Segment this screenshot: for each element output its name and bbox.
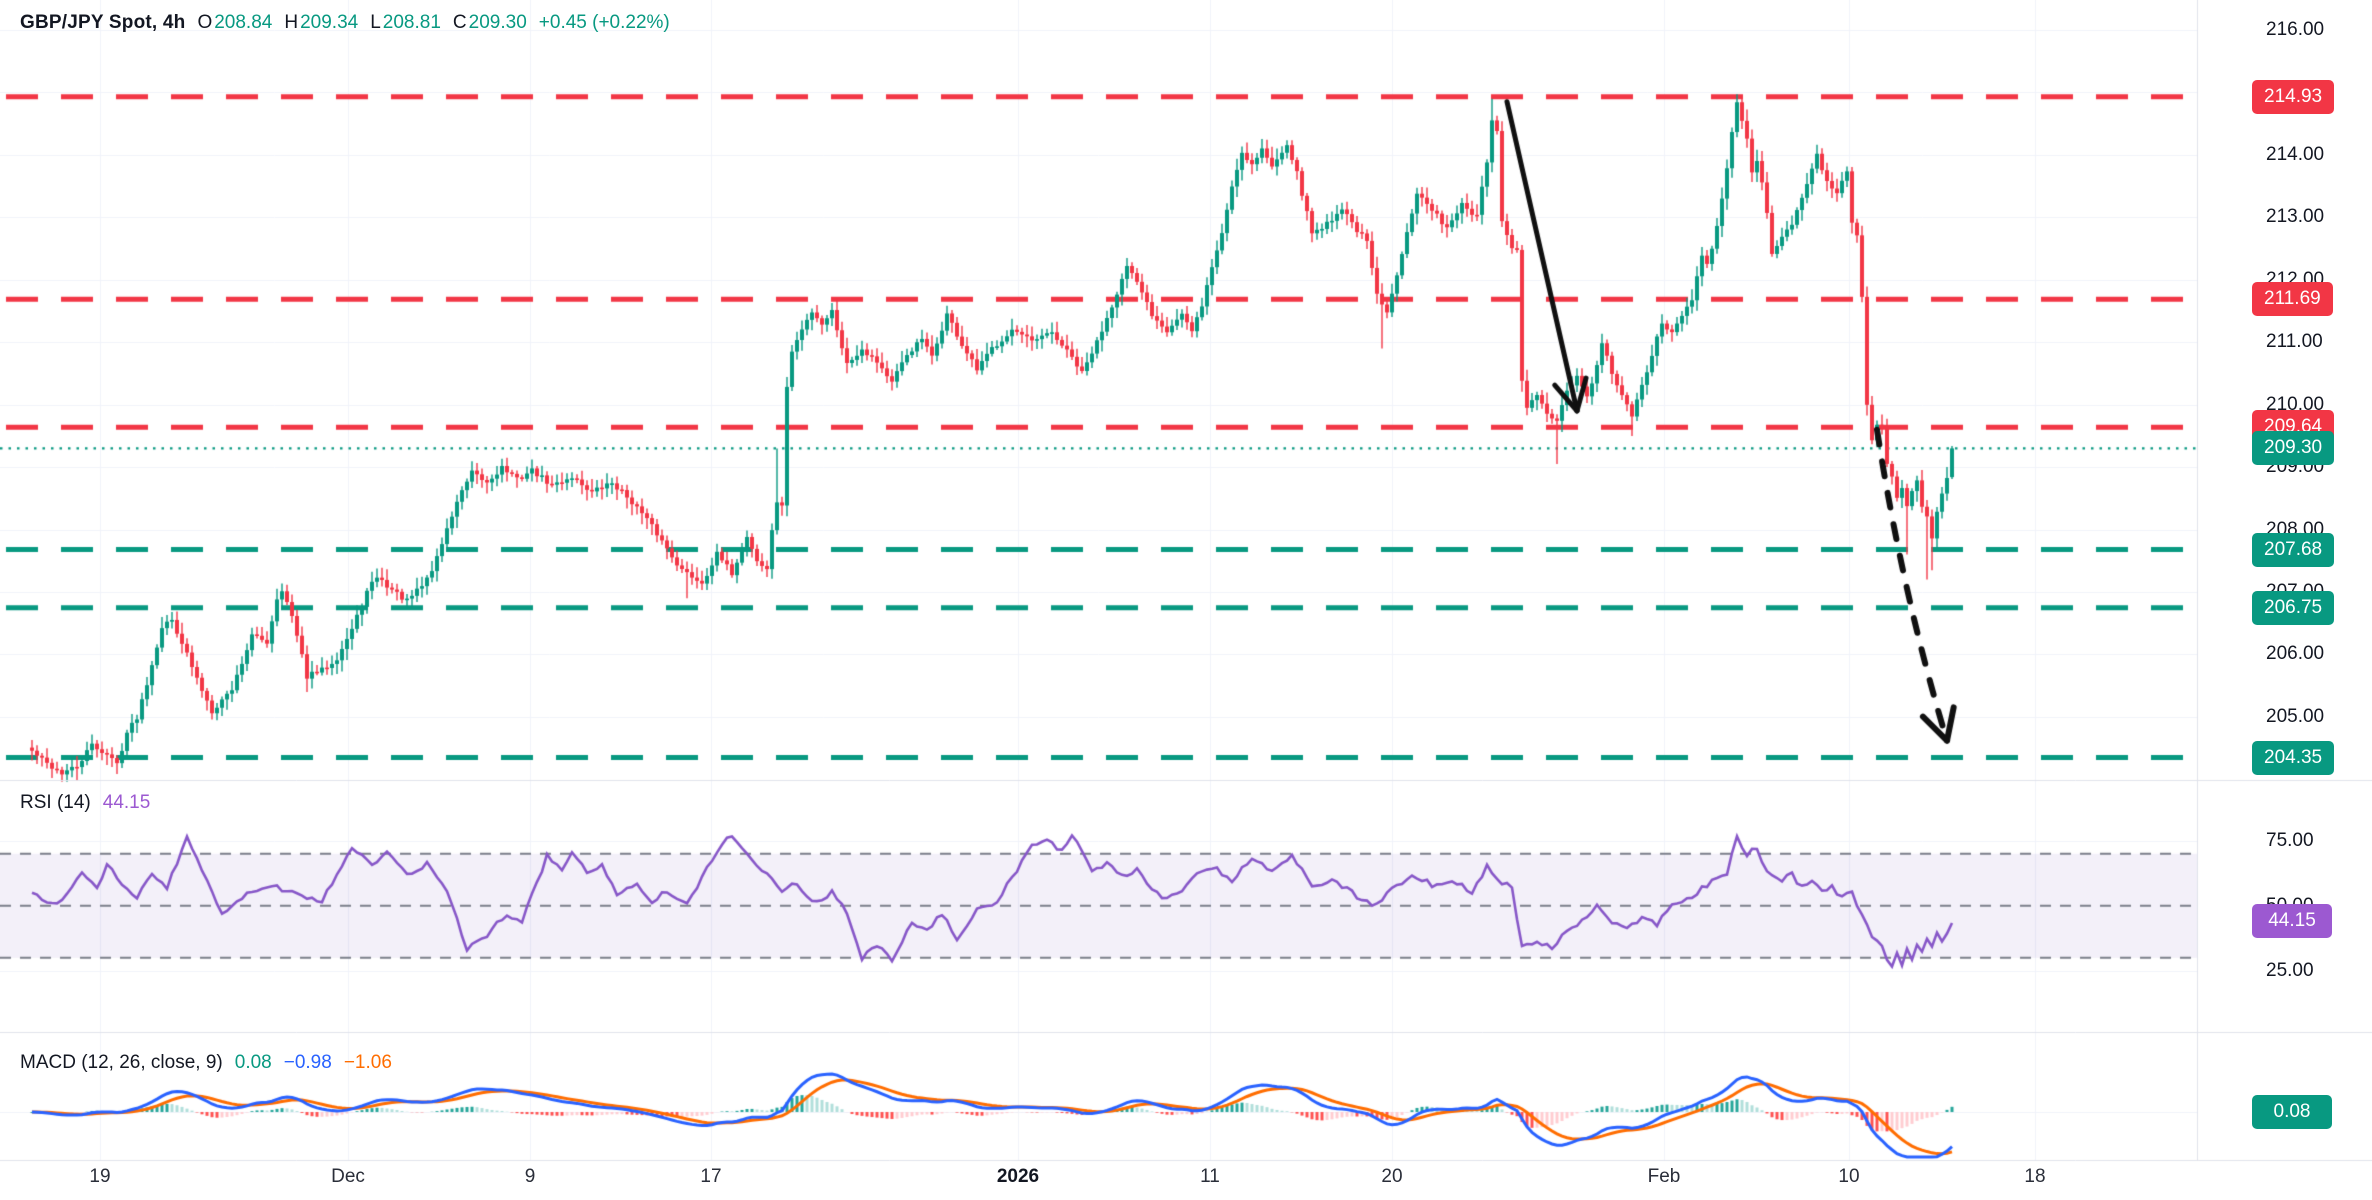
time-axis-label: 11 bbox=[1200, 1166, 1220, 1187]
macd-title[interactable]: MACD (12, 26, close, 9) bbox=[20, 1052, 223, 1073]
price-axis-label: 206.00 bbox=[2266, 643, 2325, 665]
open-label: O bbox=[197, 12, 213, 33]
low-value: 208.81 bbox=[382, 12, 441, 33]
time-axis-label: 19 bbox=[89, 1166, 111, 1187]
symbol-legend: GBP/JPY Spot, 4h O 208.84 H 209.34 L 208… bbox=[20, 12, 670, 34]
macd-hist-value: 0.08 bbox=[234, 1052, 272, 1073]
change-value: +0.45 (+0.22%) bbox=[538, 12, 670, 33]
macd-legend: MACD (12, 26, close, 9) 0.08 −0.98 −1.06 bbox=[20, 1052, 392, 1074]
ohlc-high: H 209.34 bbox=[284, 12, 358, 34]
time-axis-label: 20 bbox=[1381, 1166, 1403, 1187]
ohlc-open: O 208.84 bbox=[197, 12, 272, 34]
price-axis-label: 216.00 bbox=[2266, 18, 2325, 40]
price-axis-label: 205.00 bbox=[2266, 705, 2325, 727]
time-axis-label: 17 bbox=[700, 1166, 722, 1187]
price-axis-label: 214.00 bbox=[2266, 143, 2325, 165]
low-label: L bbox=[370, 12, 381, 33]
price-level-badge: 206.75 bbox=[2252, 590, 2335, 625]
rsi-value: 44.15 bbox=[102, 792, 151, 813]
price-axis-label: 210.00 bbox=[2266, 393, 2325, 415]
price-level-badge: 211.69 bbox=[2252, 282, 2333, 317]
open-value: 208.84 bbox=[214, 12, 273, 33]
ohlc-close: C 209.30 bbox=[453, 12, 527, 34]
time-axis-label: Dec bbox=[331, 1166, 365, 1187]
macd-value-badge: 0.08 bbox=[2252, 1095, 2332, 1129]
time-axis-label: 18 bbox=[2024, 1166, 2046, 1187]
rsi-axis-label: 75.00 bbox=[2266, 829, 2314, 851]
time-axis-label: 9 bbox=[524, 1166, 536, 1187]
price-axis-label: 211.00 bbox=[2266, 331, 2323, 353]
price-level-badge: 214.93 bbox=[2252, 79, 2335, 114]
macd-signal-value: −1.06 bbox=[343, 1052, 392, 1073]
time-axis-label: 10 bbox=[1838, 1166, 1860, 1187]
price-level-badge: 204.35 bbox=[2252, 740, 2335, 775]
high-value: 209.34 bbox=[300, 12, 359, 33]
rsi-value-badge: 44.15 bbox=[2252, 904, 2332, 938]
price-level-badge: 207.68 bbox=[2252, 532, 2335, 567]
close-label: C bbox=[452, 12, 467, 33]
time-axis-label: 2026 bbox=[996, 1166, 1040, 1187]
time-axis-label: Feb bbox=[1647, 1166, 1681, 1187]
price-axis-label: 213.00 bbox=[2266, 206, 2325, 228]
rsi-legend: RSI (14) 44.15 bbox=[20, 792, 150, 814]
macd-line-value: −0.98 bbox=[283, 1052, 332, 1073]
close-value: 209.30 bbox=[468, 12, 527, 33]
rsi-title[interactable]: RSI (14) bbox=[20, 792, 91, 813]
rsi-axis-label: 25.00 bbox=[2266, 959, 2314, 981]
ohlc-low: L 208.81 bbox=[370, 12, 441, 34]
price-level-badge: 209.30 bbox=[2252, 431, 2335, 466]
symbol-title[interactable]: GBP/JPY Spot, 4h bbox=[20, 12, 186, 33]
high-label: H bbox=[284, 12, 299, 33]
